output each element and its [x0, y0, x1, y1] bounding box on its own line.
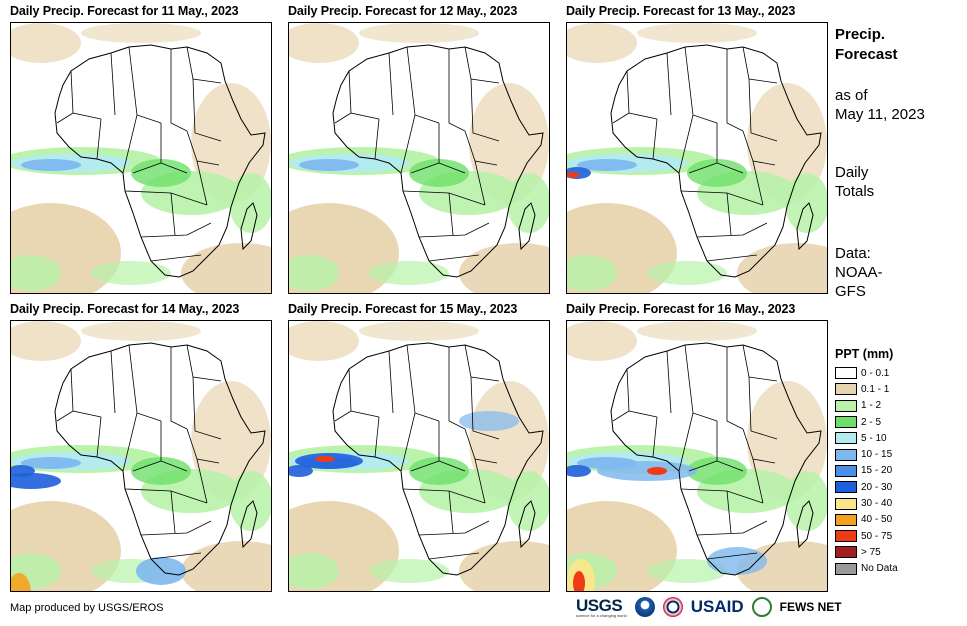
data-source-line: NOAA-: [835, 264, 883, 281]
forecast-panel-5: Daily Precip. Forecast for 15 May., 2023: [288, 302, 550, 592]
panel-title: Daily Precip. Forecast for 11 May., 2023: [10, 4, 239, 18]
panel-title: Daily Precip. Forecast for 14 May., 2023: [10, 302, 240, 316]
usaid-logo: USAID: [690, 597, 744, 616]
as-of-date: as of May 11, 2023: [835, 86, 925, 124]
as-of-value: May 11, 2023: [835, 106, 925, 123]
legend-swatch: [835, 481, 857, 494]
legend-item: 15 - 20: [835, 463, 945, 479]
precip-map: [288, 22, 550, 294]
legend-item: > 75: [835, 544, 945, 560]
legend-label: 50 - 75: [861, 530, 893, 542]
legend-swatch: [835, 367, 857, 380]
legend-swatch: [835, 513, 857, 526]
legend-label: No Data: [861, 563, 898, 575]
legend: PPT (mm) 0 - 0.1 0.1 - 1 1 - 2 2 - 5 5 - 10 1…: [835, 347, 945, 577]
noaa-logo-icon: [634, 597, 655, 617]
usaid-seal-icon: [662, 597, 683, 617]
data-source: Data: NOAA- GFS: [835, 244, 883, 301]
totals-line: Daily: [835, 164, 869, 181]
totals-note: Daily Totals: [835, 163, 874, 201]
panel-title: Daily Precip. Forecast for 15 May., 2023: [288, 302, 518, 316]
forecast-panel-4: Daily Precip. Forecast for 14 May., 2023: [10, 302, 272, 592]
forecast-panel-2: Daily Precip. Forecast for 12 May., 2023: [288, 4, 550, 294]
legend-label: 0 - 0.1: [861, 367, 890, 379]
legend-item: 10 - 15: [835, 446, 945, 462]
legend-swatch: [835, 530, 857, 543]
data-source-line: Data:: [835, 245, 871, 262]
precip-map: [566, 320, 828, 592]
forecast-panel-3: Daily Precip. Forecast for 13 May., 2023: [566, 4, 828, 294]
legend-swatch: [835, 497, 857, 510]
legend-item: 30 - 40: [835, 495, 945, 511]
partner-logos: USGS science for a changing world USAID …: [576, 596, 842, 618]
panel-title: Daily Precip. Forecast for 12 May., 2023: [288, 4, 518, 18]
precip-map: [10, 320, 272, 592]
legend-label: 2 - 5: [861, 416, 882, 428]
legend-label: > 75: [861, 546, 881, 558]
legend-swatch: [835, 432, 857, 445]
precip-map: [10, 22, 272, 294]
legend-title: PPT (mm): [835, 347, 894, 361]
precip-map: [566, 22, 828, 294]
legend-item: No Data: [835, 561, 945, 577]
legend-label: 1 - 2: [861, 400, 882, 412]
precip-map: [288, 320, 550, 592]
legend-swatch: [835, 399, 857, 412]
legend-item: 50 - 75: [835, 528, 945, 544]
legend-swatch: [835, 383, 857, 396]
data-source-line: GFS: [835, 283, 866, 300]
legend-item: 5 - 10: [835, 430, 945, 446]
legend-swatch: [835, 416, 857, 429]
panel-title: Daily Precip. Forecast for 13 May., 2023: [566, 4, 796, 18]
usgs-logo-text: USGS: [576, 596, 623, 615]
legend-swatch: [835, 546, 857, 559]
usgs-logo: USGS science for a changing world: [576, 596, 627, 618]
legend-swatch: [835, 562, 857, 575]
legend-item: 0 - 0.1: [835, 365, 945, 381]
usgs-tagline: science for a changing world: [576, 613, 627, 618]
legend-item: 40 - 50: [835, 512, 945, 528]
legend-item: 0.1 - 1: [835, 381, 945, 397]
fews-globe-icon: [751, 597, 772, 617]
legend-label: 30 - 40: [861, 498, 893, 510]
legend-label: 5 - 10: [861, 432, 887, 444]
legend-label: 10 - 15: [861, 449, 893, 461]
legend-item: 2 - 5: [835, 414, 945, 430]
legend-label: 40 - 50: [861, 514, 893, 526]
as-of-label: as of: [835, 87, 868, 104]
side-title: Precip. Forecast: [835, 25, 898, 65]
forecast-panel-1: Daily Precip. Forecast for 11 May., 2023: [10, 4, 272, 294]
totals-line: Totals: [835, 183, 875, 200]
title-line: Precip.: [835, 26, 886, 43]
legend-label: 0.1 - 1: [861, 383, 890, 395]
title-line: Forecast: [835, 46, 898, 63]
legend-swatch: [835, 448, 857, 461]
legend-item: 1 - 2: [835, 398, 945, 414]
map-credit: Map produced by USGS/EROS: [10, 602, 164, 614]
legend-item: 20 - 30: [835, 479, 945, 495]
legend-label: 20 - 30: [861, 481, 893, 493]
panel-title: Daily Precip. Forecast for 16 May., 2023: [566, 302, 796, 316]
forecast-panel-6: Daily Precip. Forecast for 16 May., 2023: [566, 302, 828, 592]
legend-swatch: [835, 464, 857, 477]
fews-net-logo: FEWS NET: [779, 600, 842, 614]
legend-label: 15 - 20: [861, 465, 893, 477]
